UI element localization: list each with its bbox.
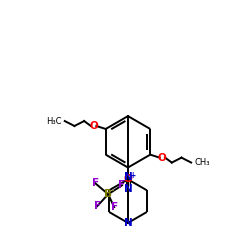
Text: CH₃: CH₃ [194,158,210,167]
Text: N: N [124,172,132,182]
Text: F: F [92,178,99,188]
Text: N: N [124,218,132,228]
Text: -: - [110,185,114,195]
Text: O: O [158,153,166,163]
Text: O: O [124,174,132,184]
Text: F: F [110,202,118,212]
Text: F: F [94,201,101,211]
Text: F: F [118,180,126,190]
Text: N: N [124,184,132,194]
Text: +: + [129,171,135,180]
Text: O: O [90,121,98,131]
Text: B: B [104,189,112,199]
Text: H₃C: H₃C [46,116,62,126]
